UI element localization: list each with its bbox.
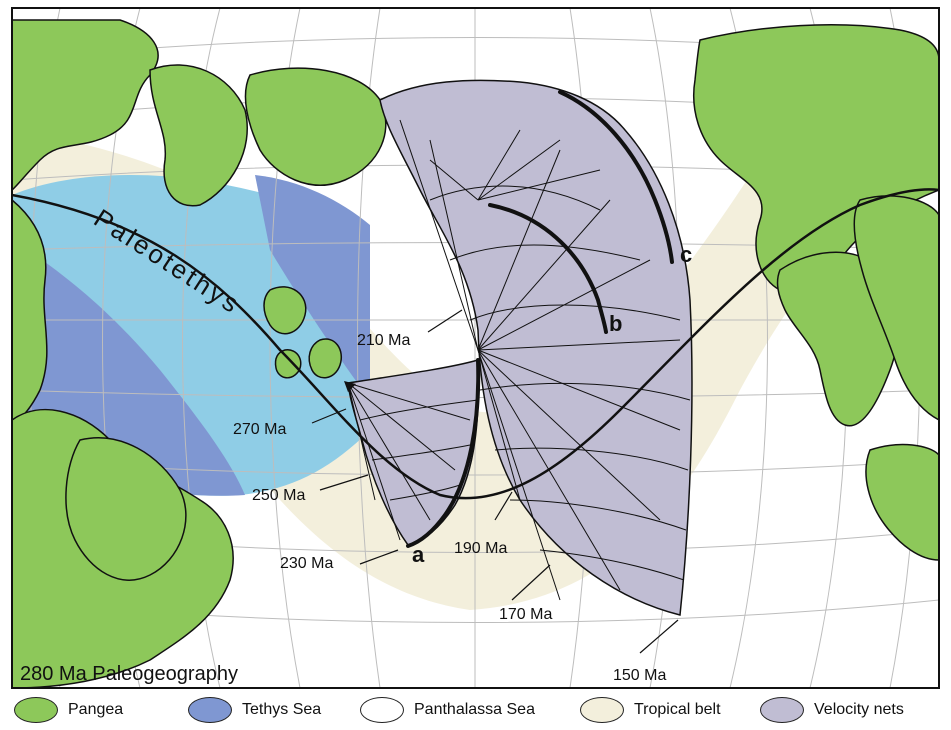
map-legend: Pangea Tethys Sea Panthalassa Sea Tropic… [0, 690, 951, 730]
velocity-net-a [347, 359, 480, 546]
antarctica-east [865, 443, 939, 561]
age-label-230: 230 Ma [280, 555, 333, 572]
age-label-210: 210 Ma [357, 332, 410, 349]
pangea-swatch [14, 697, 58, 723]
track-c-line [558, 90, 674, 264]
siberia-block [149, 64, 248, 207]
age-label-150: 150 Ma [613, 667, 666, 684]
cimmeria-3 [274, 349, 302, 379]
tethys-sea-swatch [188, 697, 232, 723]
track-b-label: b [609, 311, 622, 336]
track-a-label: a [412, 542, 425, 567]
panthalassa-sea-swatch [360, 697, 404, 723]
velocity-nets-swatch [760, 697, 804, 723]
paleogeography-map: Paleotethys a b c 270 Ma 250 Ma 230 Ma 2… [11, 7, 940, 689]
pangea-landmasses [12, 19, 939, 688]
tropical-belt-swatch [580, 697, 624, 723]
velocity-net-c [379, 79, 693, 616]
paleo-equator-line [12, 188, 939, 500]
age-label-270: 270 Ma [233, 421, 286, 438]
age-label-190: 190 Ma [454, 540, 507, 557]
map-title: 280 Ma Paleogeography [20, 663, 238, 685]
track-a-line [406, 358, 481, 548]
map-frame [11, 7, 940, 689]
northeast-block [244, 67, 387, 186]
legend-item-pangea: Pangea [14, 696, 123, 724]
africa-east [853, 195, 939, 421]
legend-item-velocity-nets: Velocity nets [760, 696, 904, 724]
age-label-170: 170 Ma [499, 606, 552, 623]
legend-item-tethys-sea: Tethys Sea [188, 696, 321, 724]
legend-label-velocity-nets: Velocity nets [814, 701, 904, 718]
net-apex-marker [344, 381, 356, 392]
legend-label-tropical-belt: Tropical belt [634, 701, 721, 718]
track-c-label: c [680, 242, 692, 267]
cimmeria-2 [308, 338, 342, 379]
legend-label-pangea: Pangea [68, 701, 124, 718]
legend-item-panthalassa-sea: Panthalassa Sea [360, 696, 535, 724]
gondwana-middle [65, 437, 187, 581]
track-b-line [488, 203, 608, 334]
tethys-sea [255, 175, 370, 400]
laurasia-northwest [12, 19, 159, 191]
legend-label-tethys-sea: Tethys Sea [242, 701, 322, 718]
track-lines [406, 90, 674, 548]
legend-item-tropical-belt: Tropical belt [580, 696, 721, 724]
legend-label-panthalassa-sea: Panthalassa Sea [414, 701, 535, 718]
age-label-250: 250 Ma [252, 487, 305, 504]
cimmeria-1 [263, 286, 307, 335]
age-annotations [311, 309, 679, 654]
velocity-nets [347, 79, 693, 616]
